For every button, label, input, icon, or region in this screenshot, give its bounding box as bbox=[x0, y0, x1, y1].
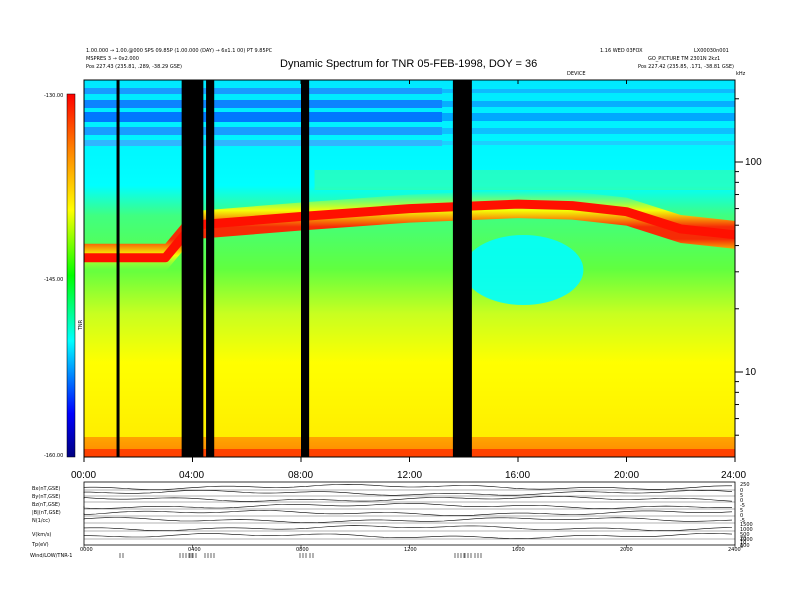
lower-rtick-10: 500 bbox=[740, 532, 750, 538]
lower-x-tick-3: 1200 bbox=[404, 547, 417, 553]
emission-band bbox=[84, 190, 735, 272]
interference-band bbox=[84, 100, 443, 108]
x-tick-0400: 04:00 bbox=[179, 470, 205, 481]
interference-band bbox=[442, 128, 735, 134]
header-right-unit: kHz bbox=[736, 71, 746, 77]
lower-rtick-7: -5 bbox=[740, 518, 745, 524]
x-tick-1600: 16:00 bbox=[505, 470, 531, 481]
lower-label-by: By(nT,GSE) bbox=[32, 494, 61, 500]
lower-panel-trace bbox=[83, 489, 733, 496]
lower-rtick-1: 0 bbox=[740, 488, 744, 494]
lower-label-bx: Bx(nT,GSE) bbox=[32, 486, 61, 492]
interference-band bbox=[442, 89, 735, 93]
lower-rtick-0: 250 bbox=[740, 482, 750, 488]
colorbar-tick-bottom: -160.00 bbox=[44, 453, 64, 459]
lower-label-v: V(km/s) bbox=[32, 532, 52, 538]
lower-rtick-12: 10 bbox=[740, 540, 747, 546]
x-tick-1200: 12:00 bbox=[397, 470, 423, 481]
lower-x-tick-1: 0400 bbox=[188, 547, 201, 553]
header-right-line1: 1.16 WED 03FOX bbox=[600, 48, 643, 54]
lower-panel-trace bbox=[83, 496, 733, 502]
lower-panel-trace bbox=[83, 533, 733, 539]
lower-rtick-8: 1500 bbox=[740, 522, 753, 528]
lower-rtick-9: 1000 bbox=[740, 527, 753, 533]
lower-x-tick-4: 1600 bbox=[512, 547, 525, 553]
data-gap bbox=[452, 80, 472, 457]
depletion-region bbox=[463, 235, 584, 305]
x-tick-2000: 20:00 bbox=[614, 470, 640, 481]
data-gap bbox=[181, 80, 204, 457]
lower-rtick-4: -5 bbox=[740, 503, 745, 509]
header-left-line2: MSPRES 3 → 0x2.000 bbox=[86, 56, 139, 62]
interference-band bbox=[84, 127, 443, 135]
lower-x-tick-0: 0000 bbox=[80, 547, 93, 553]
colorbar-tick-mid: -145.00 bbox=[44, 277, 64, 283]
lower-label-n: N(1/cc) bbox=[32, 518, 51, 524]
lower-panel-trace bbox=[83, 525, 733, 532]
lower-label-bz: Bz(nT,GSE) bbox=[32, 502, 60, 508]
interference-band bbox=[84, 88, 443, 94]
lower-rtick-15: 100 bbox=[740, 543, 750, 549]
colorbar-label: TNR bbox=[78, 319, 85, 331]
header-left-line1: 1.00.000 → 1.00.@000 SPS 09.85P (1.00.00… bbox=[86, 48, 273, 54]
lower-panel-trace bbox=[83, 503, 733, 509]
lower-rtick-14: 1000 bbox=[740, 537, 753, 543]
noise-band bbox=[314, 170, 735, 190]
interference-band bbox=[442, 101, 735, 107]
x-tick-2400: 24:00 bbox=[721, 470, 747, 481]
lower-panel-trace bbox=[83, 517, 733, 523]
interference-band bbox=[442, 141, 735, 145]
lower-x-tick-6: 2400 bbox=[728, 547, 741, 553]
lower-panel-trace bbox=[83, 510, 733, 517]
header-center-small: DEVICE bbox=[567, 71, 586, 77]
data-gap bbox=[206, 80, 215, 457]
header-right-line2: LX00030n001 bbox=[694, 48, 729, 54]
x-tick-0800: 08:00 bbox=[288, 470, 314, 481]
low-freq-noise bbox=[84, 449, 735, 457]
interference-band bbox=[442, 113, 735, 121]
lower-rtick-6: 0 bbox=[740, 513, 744, 519]
header-left-line3: Pos 227.43 (235.81, .289, -38.29 GSE) bbox=[86, 64, 182, 70]
data-gap bbox=[301, 80, 310, 457]
x-tick-0000: 00:00 bbox=[71, 470, 97, 481]
colorbar-tick-top: -130.00 bbox=[44, 93, 64, 99]
lower-x-tick-2: 0800 bbox=[296, 547, 309, 553]
data-gap bbox=[116, 80, 120, 457]
interference-band bbox=[84, 112, 443, 122]
lower-footer-left: Wind/LOW/TNR-1 bbox=[30, 553, 73, 559]
lower-rtick-3: 0 bbox=[740, 498, 744, 504]
spectrogram-plot-area bbox=[66, 79, 743, 558]
chart-title: Dynamic Spectrum for TNR 05-FEB-1998, DO… bbox=[280, 58, 538, 70]
lower-rtick-2: 5 bbox=[740, 493, 744, 499]
header-right-line4: Pos 227.42 (235.85, .171, -38.81 GSE) bbox=[638, 64, 734, 70]
lower-rtick-5: 5 bbox=[740, 508, 744, 514]
lower-rtick-11: 20 bbox=[740, 536, 747, 542]
right-axis-tick-10: 10 bbox=[745, 367, 757, 378]
header-right-line3: GO_PICTURE TM 2301N 2kz1 bbox=[648, 56, 721, 62]
lower-label-b: |B|(nT,GSE) bbox=[32, 510, 61, 516]
lower-panel-trace bbox=[83, 483, 732, 490]
right-axis-tick-100: 100 bbox=[745, 157, 762, 168]
colorbar bbox=[66, 93, 76, 458]
lower-label-tp: Tp(eV) bbox=[32, 542, 49, 548]
interference-band bbox=[84, 140, 443, 146]
lower-rtick-13: 0 bbox=[740, 544, 744, 550]
lower-x-tick-5: 2000 bbox=[620, 547, 633, 553]
